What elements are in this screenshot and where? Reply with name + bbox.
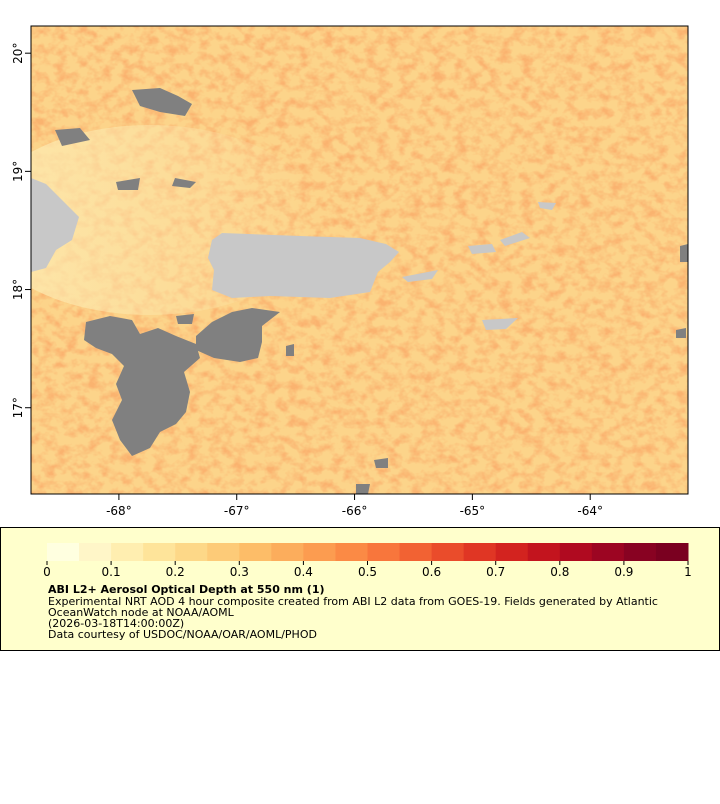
aod-field (31, 26, 688, 494)
colorbar-tick-label: 0.9 (614, 565, 633, 579)
no-data (676, 244, 688, 338)
x-tick-label: -64° (577, 504, 603, 518)
x-tick-label: -67° (224, 504, 250, 518)
colorbar-swatch (399, 543, 433, 561)
colorbar-swatch (495, 543, 529, 561)
x-tick-label: -65° (460, 504, 486, 518)
colorbar-tick-label: 1 (684, 565, 692, 579)
colorbar-swatch (79, 543, 112, 561)
land (208, 233, 399, 298)
colorbar-swatch (655, 543, 689, 561)
colorbar-tick-label: 0.5 (358, 565, 377, 579)
colorbar-tick-label: 0 (43, 565, 51, 579)
colorbar-swatch (239, 543, 272, 561)
colorbar-swatch (559, 543, 593, 561)
colorbar-tick-label: 0.4 (294, 565, 313, 579)
colorbar-tick-label: 0.8 (550, 565, 569, 579)
legend-line: (2026-03-18T14:00:00Z) (48, 617, 184, 630)
legend-line: OceanWatch node at NOAA/AOML (48, 606, 235, 619)
colorbar-swatch (47, 543, 80, 561)
colorbar-swatch (303, 543, 336, 561)
colorbar-swatch (175, 543, 208, 561)
colorbar: 0 0.1 0.2 0.3 0.4 0.5 0.6 0.7 0.8 0.9 1 (43, 543, 692, 579)
colorbar-swatch (143, 543, 176, 561)
colorbar-swatch (591, 543, 625, 561)
colorbar-swatch (431, 543, 465, 561)
land (468, 202, 556, 254)
x-tick-label: -66° (342, 504, 368, 518)
colorbar-tick-label: 0.1 (102, 565, 121, 579)
colorbar-swatch (367, 543, 401, 561)
no-data (84, 316, 200, 456)
colorbar-swatch (207, 543, 240, 561)
colorbar-tick-label: 0.3 (230, 565, 249, 579)
no-data (116, 178, 196, 190)
legend-line: Data courtesy of USDOC/NOAA/OAR/AOML/PHO… (48, 628, 317, 641)
land (31, 178, 79, 272)
no-data (196, 308, 280, 362)
land (482, 318, 518, 330)
no-data (55, 128, 90, 146)
colorbar-swatch (623, 543, 657, 561)
colorbar-tick-label: 0.7 (486, 565, 505, 579)
colorbar-swatch (335, 543, 368, 561)
colorbar-swatch (527, 543, 561, 561)
colorbar-swatch (271, 543, 304, 561)
y-tick-label: 20° (11, 43, 25, 64)
colorbar-swatch (111, 543, 144, 561)
colorbar-swatch (463, 543, 497, 561)
y-tick-label: 17° (11, 397, 25, 418)
colorbar-tick-label: 0.2 (166, 565, 185, 579)
y-tick-label: 19° (11, 161, 25, 182)
legend-title: ABI L2+ Aerosol Optical Depth at 550 nm … (48, 583, 325, 596)
no-data (132, 88, 192, 116)
plot-frame (30, 25, 689, 495)
land (402, 270, 438, 282)
x-tick-label: -68° (106, 504, 132, 518)
colorbar-tick-label: 0.6 (422, 565, 441, 579)
y-tick-label: 18° (11, 279, 25, 300)
legend-line: Experimental NRT AOD 4 hour composite cr… (48, 595, 658, 608)
